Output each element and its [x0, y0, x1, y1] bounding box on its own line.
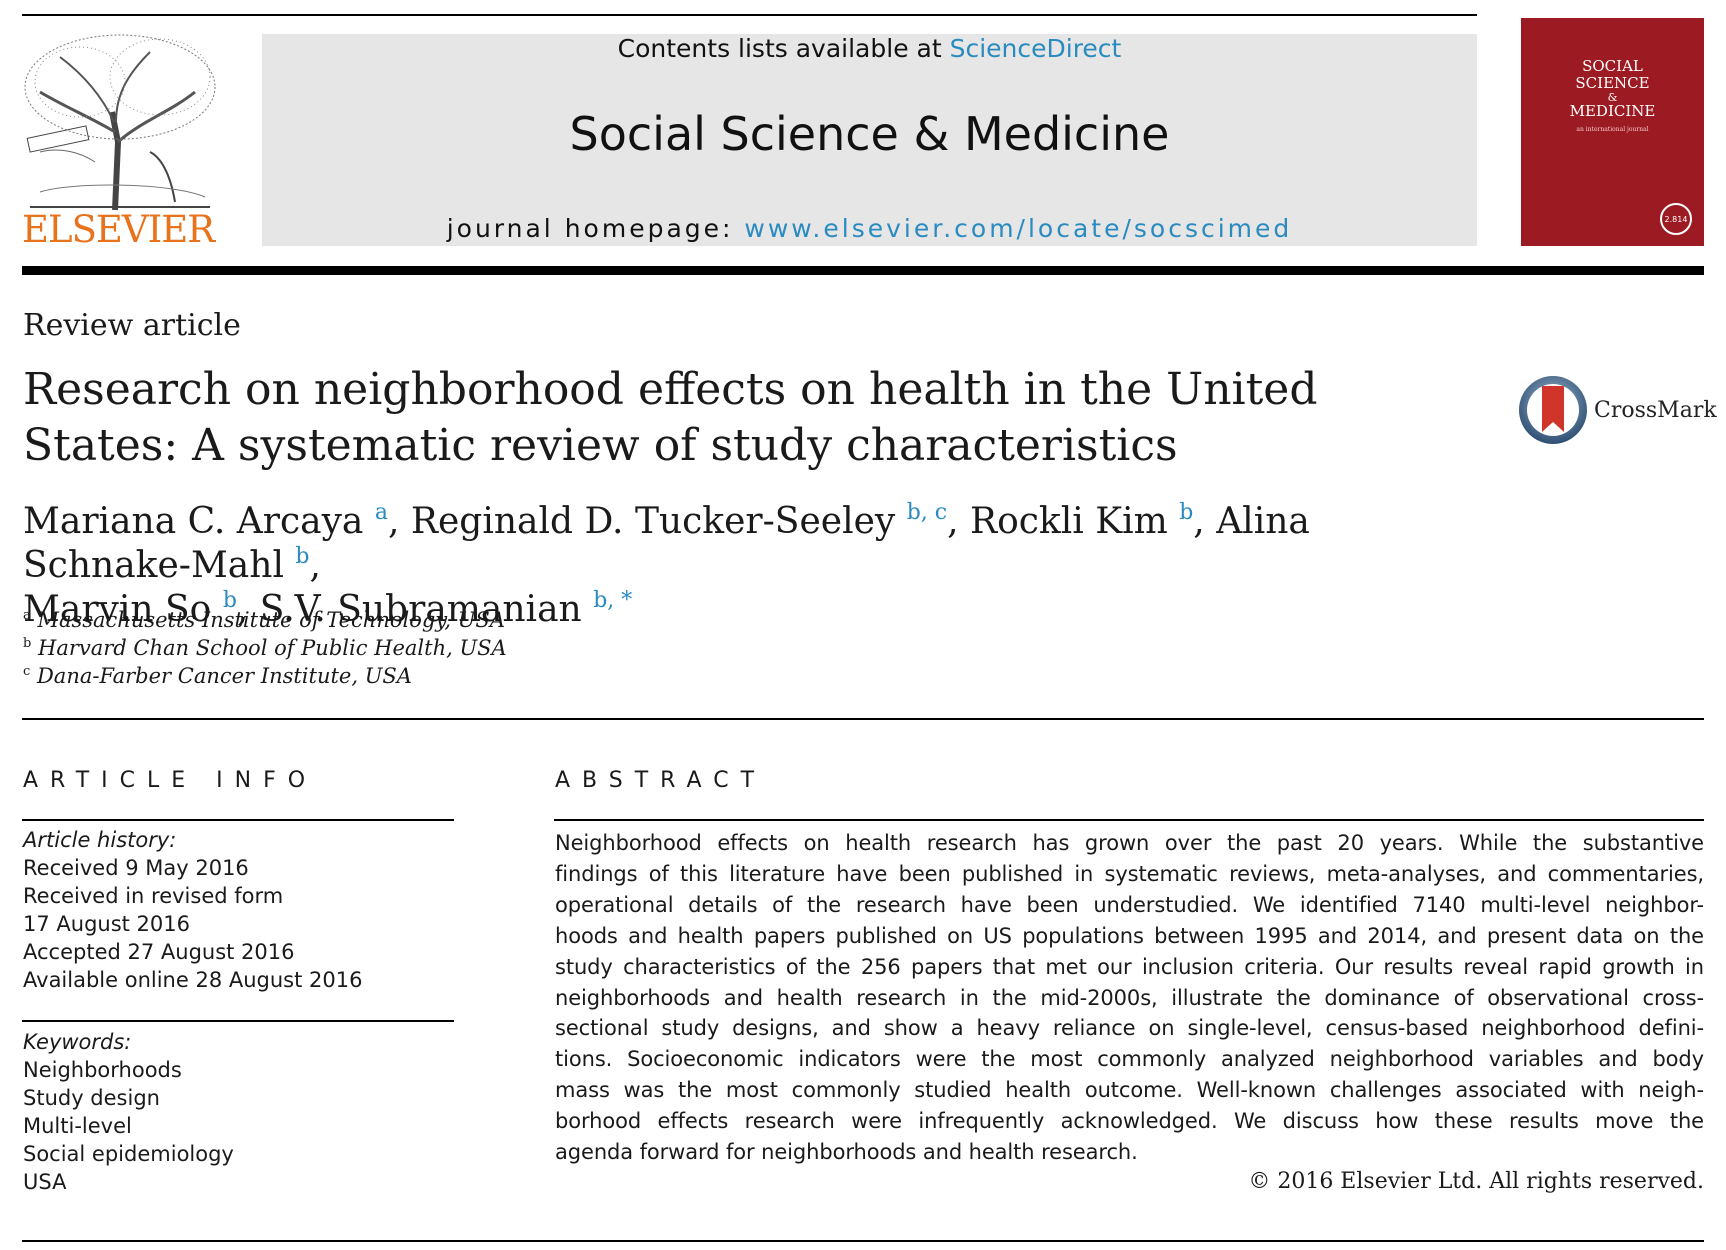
copyright-notice: © 2016 Elsevier Ltd. All rights reserved… [1248, 1169, 1704, 1194]
author-name[interactable]: Marvin So [23, 589, 212, 630]
abstract-line: Neighborhood effects on health research … [555, 831, 1704, 855]
impact-factor-value: 2.814 [1665, 215, 1688, 224]
keywords-label: Keywords: [23, 1030, 132, 1054]
abstract-rule [554, 819, 1704, 821]
affiliation-key: b [23, 636, 32, 651]
history-item: Accepted 27 August 2016 [23, 940, 295, 964]
affiliation-item: a Massachusetts Institute of Technology,… [23, 606, 507, 634]
abstract-line: hoods and health papers published on US … [555, 923, 1704, 948]
cover-title-line: SOCIAL [1582, 57, 1643, 75]
journal-cover-thumbnail[interactable] [1521, 18, 1704, 246]
author-affiliation-marker[interactable]: b, * [593, 588, 633, 613]
elsevier-tree-icon[interactable] [20, 32, 220, 212]
abstract-line: neighborhoods and health research in the… [555, 985, 1704, 1010]
abstract-line: study characteristics of the 256 papers … [555, 954, 1704, 979]
article-title: Research on neighborhood effects on heal… [23, 364, 1318, 471]
author-affiliation-marker[interactable]: b, c [906, 500, 948, 525]
author-affiliation-marker[interactable]: b [1179, 500, 1194, 525]
author-affiliation-marker[interactable]: a [374, 500, 388, 525]
author-name[interactable]: Rockli Kim [969, 501, 1168, 542]
author-list: Mariana C. Arcaya a, Reginald D. Tucker-… [23, 500, 1463, 632]
cover-subtitle: an international journal [1576, 126, 1649, 133]
section-separator [22, 718, 1704, 720]
history-item: Available online 28 August 2016 [23, 968, 363, 992]
article-history-label: Article history: [23, 828, 177, 852]
article-history: Article history: Received 9 May 2016 Rec… [23, 826, 362, 994]
abstract-line: operational details of the research have… [555, 892, 1704, 917]
affiliation-key: a [23, 608, 31, 623]
author-separator: , [236, 589, 260, 630]
abstract-body: Neighborhood effects on health research … [555, 828, 1704, 1168]
author-name[interactable]: Reginald D. Tucker-Seeley [410, 501, 896, 542]
affiliation-item: b Harvard Chan School of Public Health, … [23, 634, 507, 662]
cover-title-line: MEDICINE [1569, 102, 1656, 120]
affiliation-text: Massachusetts Institute of Technology, U… [37, 608, 505, 632]
author-separator: , [1193, 501, 1217, 542]
keywords-rule [22, 1020, 454, 1022]
cover-title-line: SCIENCE [1575, 74, 1650, 92]
author-name[interactable]: Mariana C. Arcaya [23, 501, 364, 542]
abstract-line: borhood effects research were infrequent… [555, 1109, 1704, 1134]
keyword-item: Social epidemiology [23, 1142, 234, 1166]
affiliation-text: Harvard Chan School of Public Health, US… [38, 636, 507, 660]
author-affiliation-marker[interactable]: b [222, 588, 237, 613]
author-name[interactable]: Alina Schnake-Mahl [23, 501, 1310, 586]
cover-title-line: & [1607, 91, 1618, 104]
abstract-heading: ABSTRACT [555, 768, 767, 793]
keyword-item: Neighborhoods [23, 1058, 182, 1082]
keyword-item: USA [23, 1170, 67, 1194]
homepage-line: journal homepage: www.elsevier.com/locat… [262, 214, 1477, 244]
keyword-item: Multi-level [23, 1114, 132, 1138]
author-affiliation-marker[interactable]: b [295, 544, 310, 569]
abstract-line: agenda forward for neighborhoods and hea… [555, 1140, 1138, 1165]
contents-line: Contents lists available at ScienceDirec… [262, 34, 1477, 64]
abstract-line: mass was the most commonly studied healt… [555, 1078, 1704, 1103]
elsevier-wordmark[interactable]: ELSEVIER [22, 208, 215, 251]
crossmark-icon[interactable] [1517, 374, 1589, 446]
author-separator: , [387, 501, 411, 542]
top-rule [22, 14, 1477, 16]
bottom-rule [22, 1240, 1704, 1242]
affiliation-text: Dana-Farber Cancer Institute, USA [36, 664, 412, 688]
header-separator [22, 266, 1704, 275]
journal-title[interactable]: Social Science & Medicine [569, 107, 1170, 161]
history-item: Received 9 May 2016 [23, 856, 249, 880]
article-type: Review article [23, 308, 241, 343]
impact-factor-badge-icon: 2.814 [1660, 203, 1692, 235]
history-item: Received in revised form [23, 884, 284, 908]
affiliation-item: c Dana-Farber Cancer Institute, USA [23, 662, 507, 690]
article-info-rule [22, 819, 454, 821]
journal-homepage-link[interactable]: www.elsevier.com/locate/socscimed [744, 214, 1293, 243]
journal-banner [262, 34, 1477, 246]
keywords: Keywords: Neighborhoods Study design Mul… [23, 1028, 234, 1196]
author-separator: , [947, 501, 970, 542]
history-item: 17 August 2016 [23, 912, 191, 936]
affiliations: a Massachusetts Institute of Technology,… [23, 606, 507, 690]
abstract-line: findings of this literature have been pu… [555, 861, 1704, 886]
homepage-prefix: journal homepage: [446, 214, 745, 243]
keyword-item: Study design [23, 1086, 160, 1110]
abstract-line: sectional study designs, and show a heav… [555, 1016, 1704, 1041]
author-name[interactable]: S.V. Subramanian [259, 589, 582, 630]
cover-title: SOCIAL SCIENCE & MEDICINE [1521, 58, 1704, 120]
sciencedirect-link[interactable]: ScienceDirect [949, 34, 1122, 63]
abstract-line: tions. Socioeconomic indicators were the… [555, 1047, 1704, 1072]
crossmark-label[interactable]: CrossMark [1594, 398, 1717, 423]
author-separator: , [309, 545, 321, 586]
article-info-heading: ARTICLE INFO [23, 768, 318, 793]
contents-prefix: Contents lists available at [617, 34, 950, 63]
affiliation-key: c [23, 664, 31, 679]
